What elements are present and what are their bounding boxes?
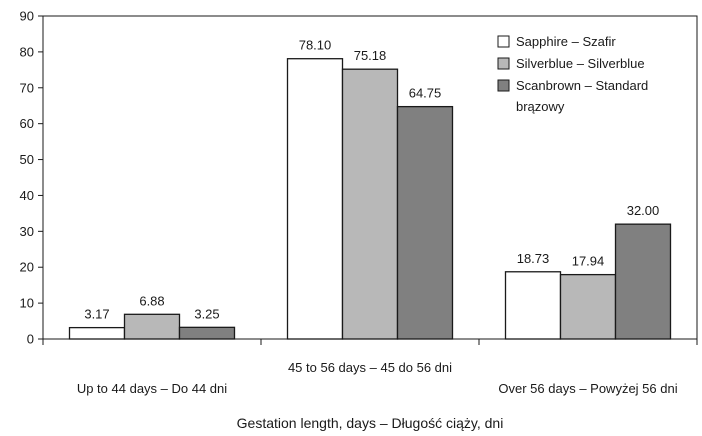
- bar: [68, 326, 126, 340]
- legend-swatch: [497, 57, 510, 70]
- y-tick-label: 10: [20, 296, 34, 311]
- y-tick-label: 50: [20, 152, 34, 167]
- y-tick-label: 40: [20, 188, 34, 203]
- legend: Sapphire – Szafir Silverblue – Silverblue…: [497, 34, 648, 114]
- y-tick-label: 30: [20, 224, 34, 239]
- x-category-label: Over 56 days – Powyżej 56 dni: [498, 381, 677, 396]
- bar-value-label: 32.00: [627, 203, 660, 218]
- bar: [614, 223, 672, 340]
- y-tick-label: 0: [27, 332, 34, 347]
- bar: [504, 271, 562, 340]
- bar: [286, 58, 344, 340]
- x-category-label: Up to 44 days – Do 44 dni: [77, 381, 227, 396]
- bar: [396, 105, 454, 340]
- bar-value-label: 3.17: [84, 307, 109, 322]
- bar-value-label: 64.75: [409, 86, 442, 101]
- y-tick-label: 70: [20, 80, 34, 95]
- bar-value-label: 17.94: [572, 254, 605, 269]
- legend-label: Scanbrown – Standard brązowy: [516, 78, 648, 114]
- x-category-label: 45 to 56 days – 45 do 56 dni: [288, 360, 452, 375]
- legend-swatch: [497, 35, 510, 48]
- legend-label: Sapphire – Szafir: [516, 34, 616, 49]
- bar-value-label: 6.88: [139, 293, 164, 308]
- y-tick-label: 60: [20, 116, 34, 131]
- bars: [68, 58, 672, 340]
- legend-swatch: [497, 79, 510, 92]
- legend-label: Silverblue – Silverblue: [516, 56, 645, 71]
- y-tick-label: 80: [20, 44, 34, 59]
- x-axis-title: Gestation length, days – Długość ciąży, …: [237, 415, 504, 431]
- y-axis: 0 10 20 30 40 50 60 70 80 90: [20, 9, 43, 347]
- bar-value-label: 75.18: [354, 48, 387, 63]
- x-axis: Up to 44 days – Do 44 dni 45 to 56 days –…: [42, 339, 698, 396]
- bar: [123, 313, 181, 340]
- y-tick-label: 90: [20, 9, 34, 24]
- bar: [559, 273, 617, 340]
- bar: [178, 326, 236, 340]
- data-labels: 3.17 6.88 3.25 78.10 75.18 64.75 18.73 17.94 32.…: [84, 38, 659, 322]
- bar-value-label: 3.25: [194, 306, 219, 321]
- bar-value-label: 18.73: [517, 251, 550, 266]
- bar-value-label: 78.10: [299, 38, 332, 53]
- bar: [341, 68, 399, 340]
- y-tick-label: 20: [20, 260, 34, 275]
